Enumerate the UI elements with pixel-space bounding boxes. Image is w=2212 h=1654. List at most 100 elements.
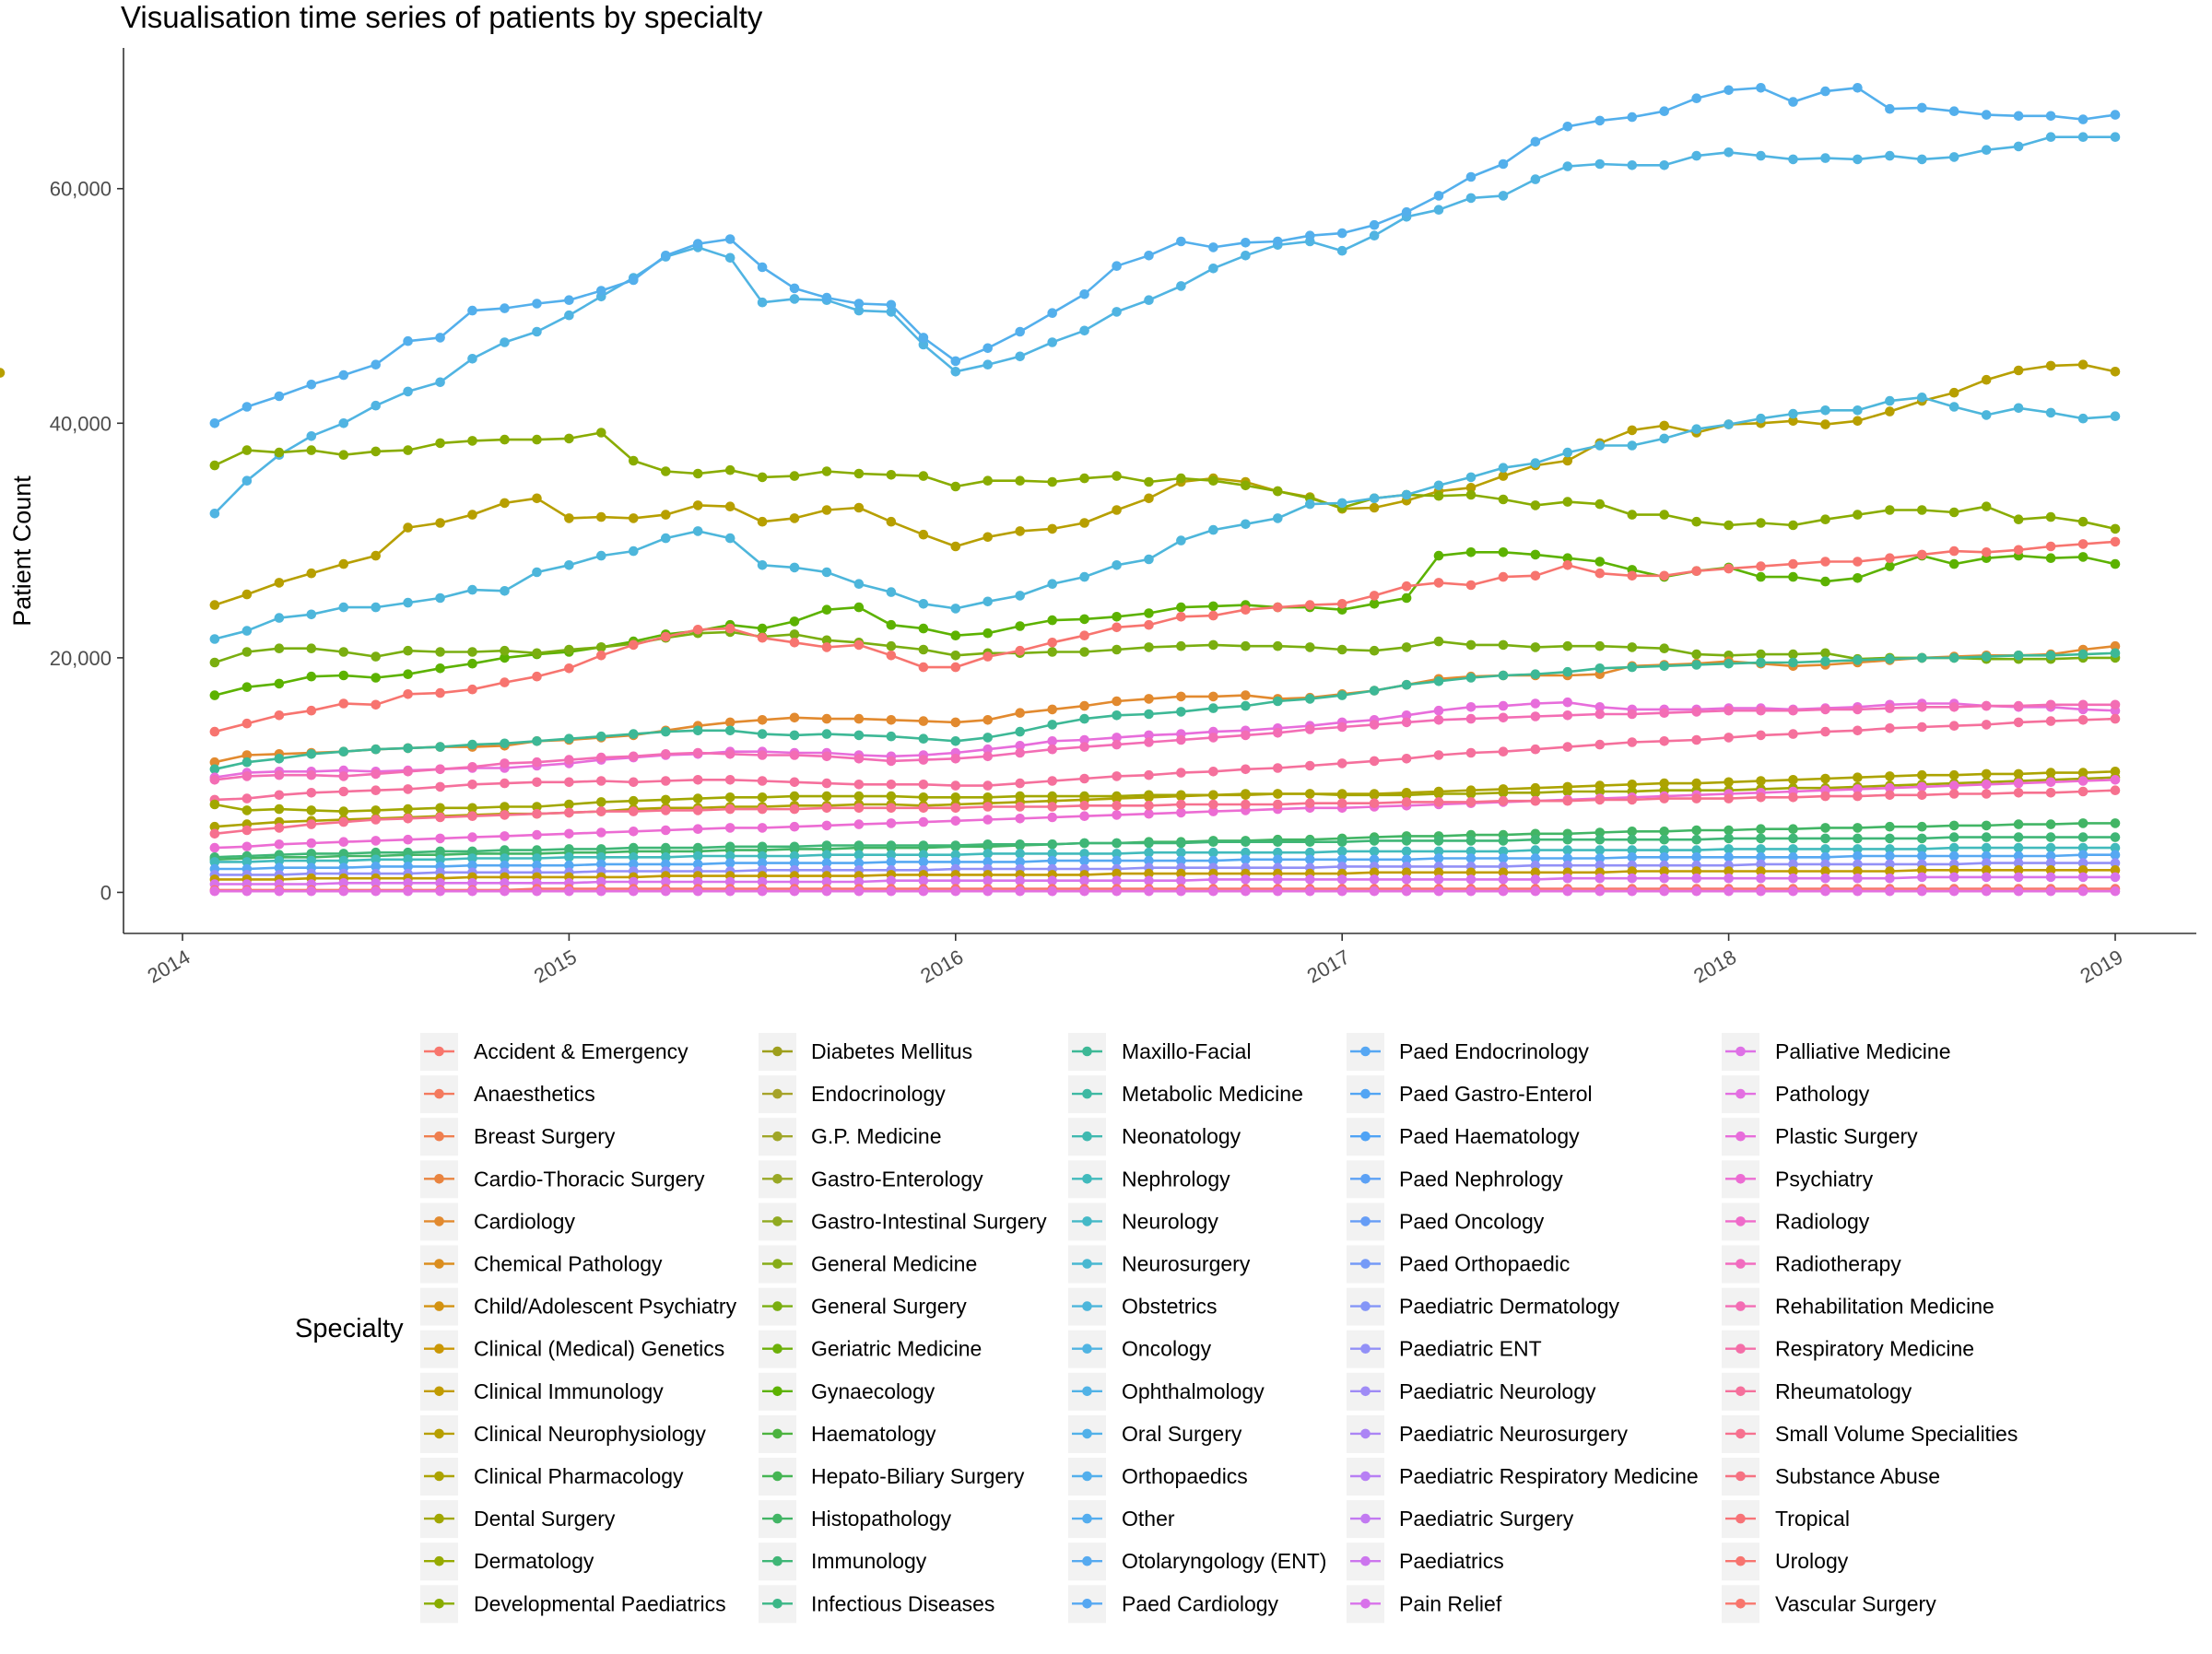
legend-item: Neonatology — [1068, 1118, 1241, 1156]
data-point — [1112, 710, 1122, 721]
data-point — [1112, 739, 1122, 750]
legend-item: Child/Adolescent Psychiatry — [420, 1287, 737, 1326]
data-point — [661, 251, 671, 261]
y-tick-label: 20,000 — [50, 647, 112, 670]
legend-item: Paed Nephrology — [1347, 1160, 1563, 1199]
series-group — [209, 132, 2121, 519]
data-point — [371, 602, 382, 613]
data-point — [1530, 500, 1541, 510]
y-axis-label: Patient Count — [8, 475, 36, 627]
data-point — [1241, 874, 1251, 885]
data-point — [241, 886, 253, 897]
legend-label: Immunology — [811, 1549, 927, 1573]
data-point — [1498, 867, 1509, 878]
data-point — [2077, 768, 2088, 778]
data-point — [403, 445, 413, 455]
data-point — [1305, 642, 1315, 652]
data-point — [1756, 657, 1766, 668]
data-point — [371, 785, 382, 795]
data-point — [886, 587, 897, 597]
data-point — [1788, 824, 1798, 834]
data-point — [1015, 621, 1025, 631]
data-point — [274, 886, 285, 897]
data-point — [2110, 699, 2121, 710]
data-point — [403, 386, 413, 397]
data-point — [1015, 839, 1025, 850]
data-point — [371, 805, 382, 815]
data-point — [1820, 866, 1830, 876]
legend-label: Cardiology — [474, 1209, 575, 1233]
data-point — [1917, 769, 1927, 780]
data-point — [1336, 644, 1347, 655]
data-point — [1273, 799, 1283, 810]
data-point — [1724, 793, 1734, 804]
data-point — [1401, 206, 1412, 217]
data-point — [1144, 855, 1154, 866]
data-point — [1948, 558, 1959, 569]
data-point — [1530, 860, 1541, 871]
data-point — [2013, 514, 2024, 524]
data-point — [1788, 866, 1798, 876]
data-point — [1627, 111, 1638, 123]
legend-item: Rheumatology — [1722, 1372, 1912, 1411]
data-point — [1756, 859, 1766, 870]
legend-key-point — [1735, 1174, 1746, 1184]
data-point — [1176, 875, 1186, 886]
data-point — [789, 850, 800, 862]
data-point — [1530, 698, 1541, 709]
data-point — [1788, 657, 1798, 668]
data-point — [2110, 110, 2121, 120]
data-point — [1144, 801, 1154, 811]
data-point — [1112, 644, 1122, 655]
data-point — [918, 792, 929, 803]
data-point — [338, 878, 349, 888]
legend-key-point — [1735, 1471, 1746, 1482]
data-point — [1176, 799, 1186, 810]
data-point — [532, 802, 542, 812]
data-point — [306, 445, 317, 455]
data-point — [1401, 836, 1412, 846]
legend-item: Infectious Diseases — [759, 1585, 994, 1624]
data-point — [789, 876, 800, 887]
data-point — [1562, 161, 1573, 171]
data-point — [1853, 886, 1863, 897]
legend-item: Paediatric Respiratory Medicine — [1347, 1458, 1699, 1496]
data-point — [2045, 407, 2056, 418]
data-point — [564, 852, 574, 862]
data-point — [661, 794, 671, 805]
series-line — [214, 717, 2116, 802]
data-point — [982, 343, 993, 354]
data-point — [950, 815, 961, 827]
data-point — [1112, 696, 1122, 707]
data-point — [1305, 760, 1315, 771]
legend-label: Urology — [1775, 1549, 1849, 1573]
data-point — [1047, 776, 1057, 786]
data-point — [564, 513, 574, 523]
data-point — [1047, 736, 1057, 746]
data-point — [564, 807, 574, 818]
data-point — [950, 541, 961, 552]
data-point — [2110, 648, 2121, 659]
data-point — [532, 434, 542, 445]
data-point — [467, 832, 477, 842]
data-point — [724, 792, 735, 803]
legend-label: Gastro-Intestinal Surgery — [811, 1209, 1047, 1233]
data-point — [1273, 728, 1283, 738]
data-point — [1691, 852, 1701, 862]
data-point — [1948, 832, 1959, 842]
data-point — [338, 837, 349, 847]
data-point — [757, 516, 768, 527]
data-point — [338, 886, 349, 897]
data-point — [629, 751, 639, 762]
data-point — [338, 602, 349, 613]
data-point — [532, 777, 542, 788]
data-point — [1465, 580, 1477, 591]
data-point — [821, 635, 832, 646]
data-point — [1724, 866, 1734, 876]
legend-label: Vascular Surgery — [1775, 1591, 1936, 1615]
data-point — [1659, 708, 1669, 718]
data-point — [241, 805, 253, 815]
data-point — [467, 684, 477, 695]
data-point — [724, 876, 735, 887]
data-point — [596, 428, 606, 438]
